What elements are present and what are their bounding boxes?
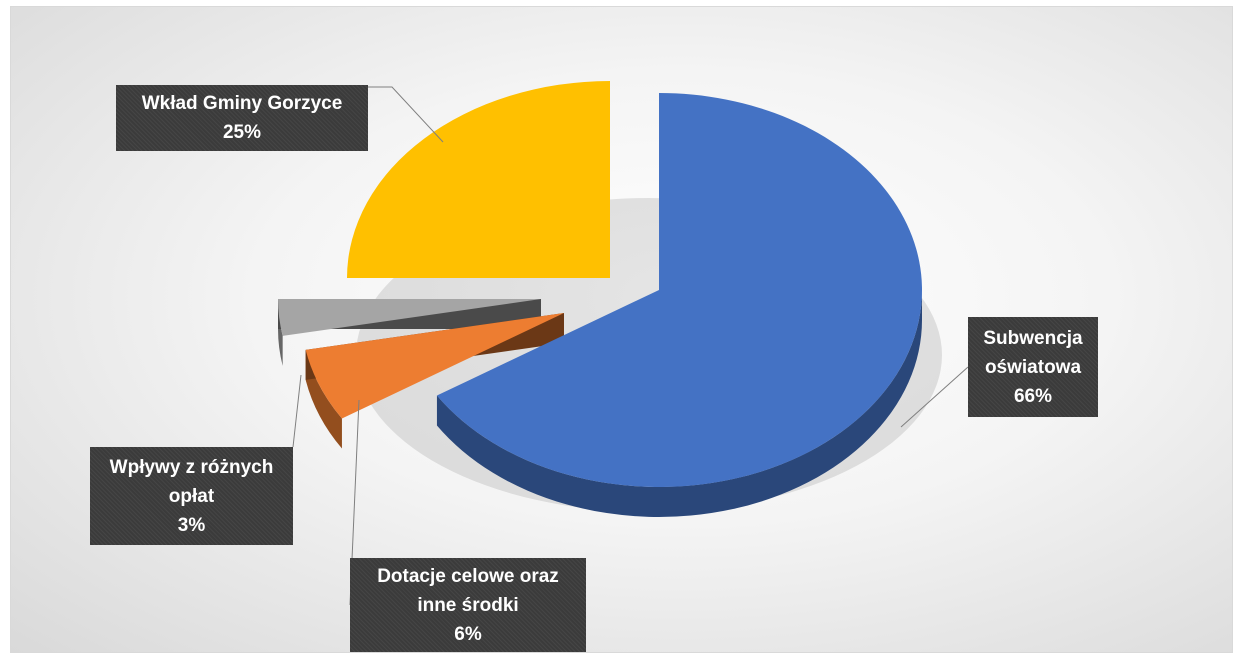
data-label-dotacje-name-1: Dotacje celowe oraz bbox=[377, 565, 559, 587]
data-label-wplywy-name-2: opłat bbox=[168, 485, 215, 507]
data-label-subwencja-name-2: oświatowa bbox=[984, 356, 1082, 378]
data-label-wplywy: Wpływy z różnych opłat 3% bbox=[90, 447, 293, 545]
leader-line-subwencja bbox=[900, 366, 969, 428]
data-label-subwencja-pct: 66% bbox=[1013, 385, 1053, 407]
data-label-wklad-pct: 25% bbox=[222, 122, 262, 143]
pie-slice-wklad bbox=[347, 81, 610, 278]
chart-area: Subwencja oświatowa 66% Dotacje celowe o… bbox=[10, 6, 1233, 653]
leader-line-wklad bbox=[368, 86, 444, 143]
pie-slice-dotacje bbox=[305, 313, 564, 449]
data-label-subwencja: Subwencja oświatowa 66% bbox=[968, 317, 1098, 417]
data-label-dotacje: Dotacje celowe oraz inne środki 6% bbox=[350, 558, 586, 652]
pie-slice-wplywy bbox=[278, 299, 541, 366]
data-label-wklad-name-1: Wkład Gminy Gorzyce bbox=[141, 93, 343, 114]
data-label-wplywy-name-1: Wpływy z różnych bbox=[109, 456, 274, 478]
leader-line-wplywy bbox=[292, 374, 302, 448]
pie-chart bbox=[278, 81, 969, 606]
data-label-wplywy-pct: 3% bbox=[177, 514, 206, 536]
data-label-dotacje-name-2: inne środki bbox=[417, 594, 519, 616]
data-label-dotacje-pct: 6% bbox=[454, 623, 482, 645]
data-label-subwencja-name-1: Subwencja bbox=[983, 327, 1083, 349]
pie-slice-subwencja bbox=[436, 93, 923, 518]
data-label-wklad: Wkład Gminy Gorzyce 25% bbox=[116, 85, 368, 151]
